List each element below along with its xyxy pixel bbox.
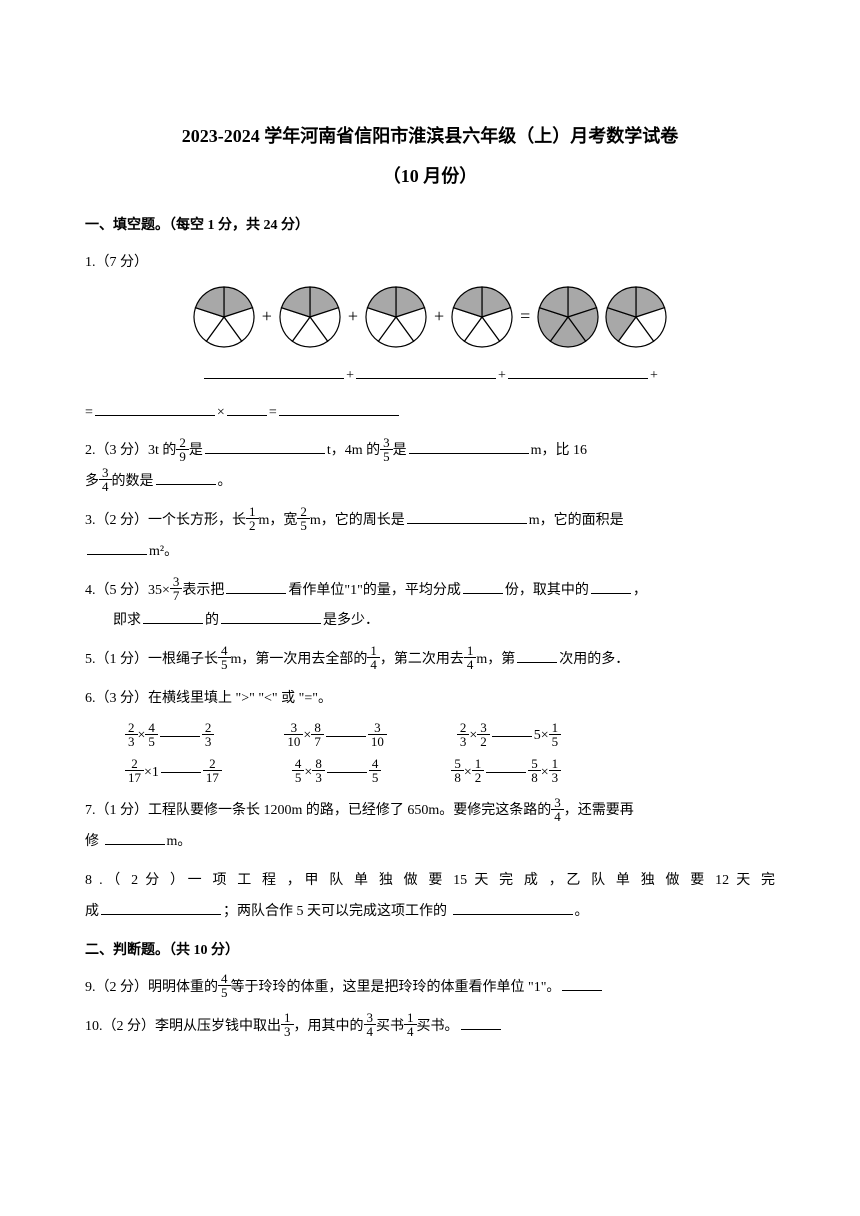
section-1-head: 一、填空题。（每空 1 分，共 24 分） <box>85 213 775 238</box>
question-10: 10.（2 分）李明从压岁钱中取出13，用其中的34买书14买书。 <box>85 1012 775 1043</box>
q1-label: 1.（7 分） <box>85 255 148 270</box>
question-7: 7.（1 分）工程队要修一条长 1200m 的路，已经修了 650m。要修完这条… <box>85 796 775 858</box>
q1-blanks-line1: +++ <box>85 361 775 392</box>
section-2-head: 二、判断题。（共 10 分） <box>85 938 775 963</box>
question-1: 1.（7 分） +++= +++ =×= <box>85 248 775 428</box>
title-line2: （10 月份） <box>85 160 775 192</box>
question-3: 3.（2 分）一个长方形，长12m，宽25m，它的周长是m，它的面积是 m²。 <box>85 506 775 568</box>
question-8: 8 .（ 2 分 ）一 项 工 程 ，甲 队 单 独 做 要 15 天 完 成 … <box>85 866 775 928</box>
question-9: 9.（2 分）明明体重的45等于玲玲的体重，这里是把玲玲的体重看作单位 "1"。 <box>85 973 775 1004</box>
pie-row: +++= <box>85 285 775 349</box>
question-6: 6.（3 分）在横线里填上 ">" "<" 或 "="。 23×4523 310… <box>85 684 775 788</box>
title-line1: 2023-2024 学年河南省信阳市淮滨县六年级（上）月考数学试卷 <box>85 120 775 152</box>
question-5: 5.（1 分）一根绳子长45m，第一次用去全部的14，第二次用去14m，第次用的… <box>85 645 775 676</box>
question-4: 4.（5 分）35×37表示把看作单位"1"的量，平均分成份，取其中的， 即求的… <box>85 576 775 638</box>
question-2: 2.（3 分）3t 的29是t，4m 的35是m，比 16 多34的数是。 <box>85 436 775 498</box>
q1-blanks-line2: =×= <box>85 398 775 429</box>
